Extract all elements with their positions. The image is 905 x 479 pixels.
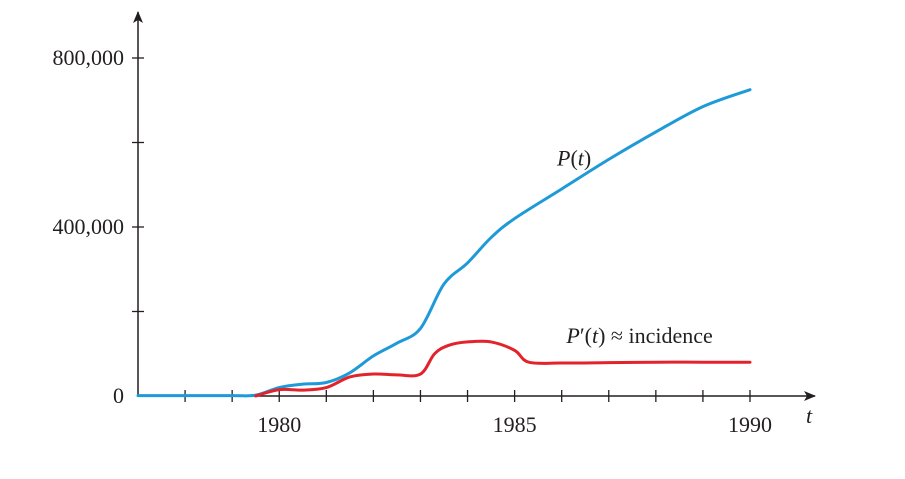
x-tick-label: 1990: [728, 412, 772, 437]
series-line-1: [254, 339, 752, 398]
y-tick-label: 800,000: [53, 45, 125, 70]
x-tick-label: 1985: [493, 412, 537, 437]
x-tick-labels: 1980 1985 1990: [257, 412, 772, 437]
x-tick-label: 1980: [257, 412, 301, 437]
curve-annotations: P(t) P′(t) ≈ incidence: [556, 146, 713, 348]
series-line-0: [136, 88, 752, 398]
curve-label-1: P′(t) ≈ incidence: [565, 323, 712, 348]
curve-label-0: P(t): [556, 146, 591, 171]
y-tick-label: 0: [113, 383, 124, 408]
y-ticks: [132, 57, 144, 313]
x-axis-label: t: [806, 403, 813, 428]
x-ticks: [184, 390, 751, 402]
y-tick-labels: 0 400,000 800,000: [53, 45, 125, 408]
y-tick-label: 400,000: [53, 214, 125, 239]
series-lines: [136, 88, 752, 398]
